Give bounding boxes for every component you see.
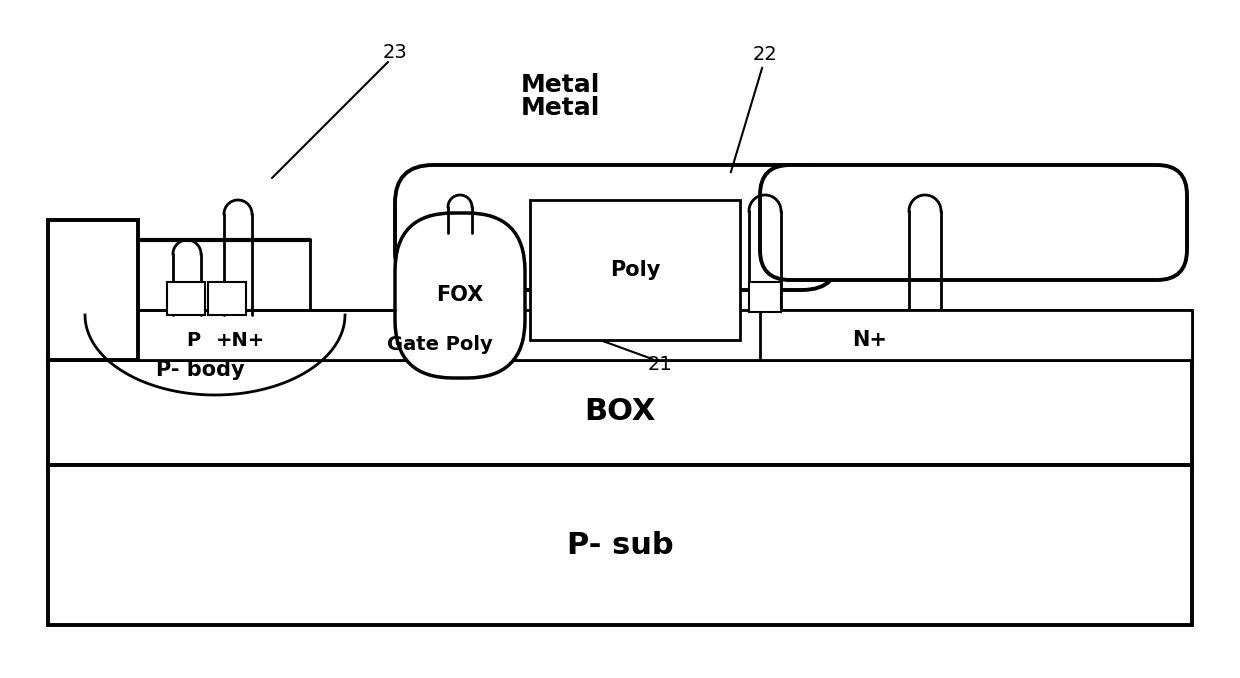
Text: Metal: Metal bbox=[521, 73, 600, 97]
Text: BOX: BOX bbox=[584, 397, 656, 426]
Text: P- body: P- body bbox=[156, 360, 244, 380]
Text: Metal: Metal bbox=[521, 96, 600, 120]
Bar bbox=[48, 310, 1192, 360]
Text: 23: 23 bbox=[383, 43, 408, 62]
FancyBboxPatch shape bbox=[396, 165, 839, 290]
Bar bbox=[208, 282, 246, 315]
Bar bbox=[760, 310, 1192, 360]
FancyBboxPatch shape bbox=[396, 213, 525, 378]
FancyBboxPatch shape bbox=[760, 165, 1187, 280]
Bar bbox=[167, 282, 205, 315]
Text: P- sub: P- sub bbox=[567, 530, 673, 559]
Text: Gate Poly: Gate Poly bbox=[387, 336, 492, 355]
Text: 22: 22 bbox=[753, 45, 777, 64]
Text: P: P bbox=[186, 330, 200, 349]
Bar bbox=[48, 360, 1192, 465]
Bar bbox=[48, 220, 138, 360]
Text: 21: 21 bbox=[647, 355, 672, 374]
Text: FOX: FOX bbox=[436, 285, 484, 305]
Bar bbox=[48, 465, 1192, 625]
Text: N+: N+ bbox=[853, 330, 888, 350]
Text: Poly: Poly bbox=[610, 260, 660, 280]
Bar bbox=[749, 282, 781, 312]
Text: +N+: +N+ bbox=[216, 330, 264, 349]
Bar bbox=[529, 200, 740, 340]
